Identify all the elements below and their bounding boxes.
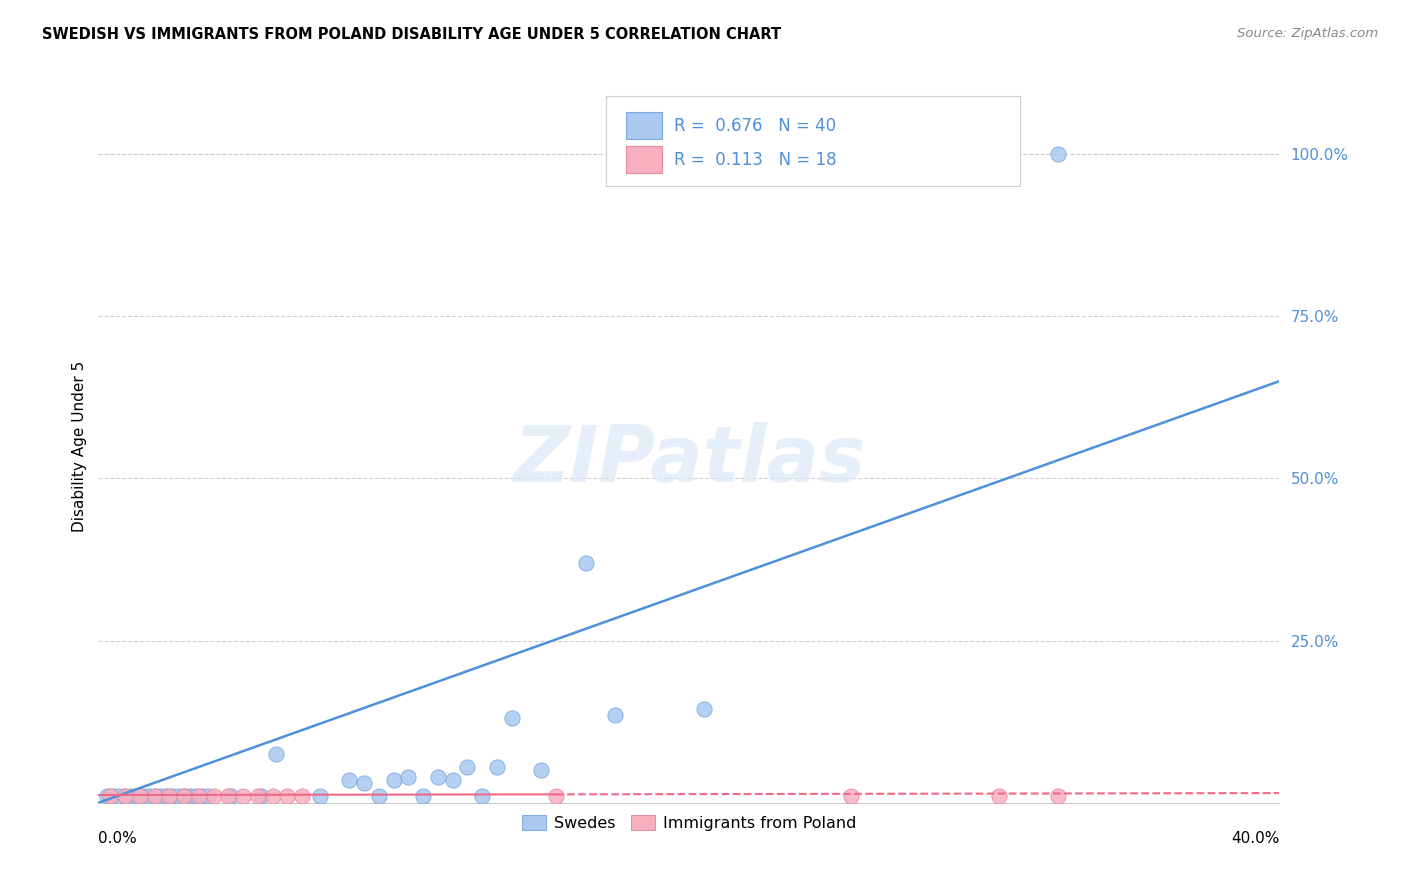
Point [546, 789, 568, 804]
Point [605, 708, 627, 723]
Point [1047, 789, 1070, 804]
Text: Source: ZipAtlas.com: Source: ZipAtlas.com [1237, 27, 1378, 40]
Legend: Swedes, Immigrants from Poland: Swedes, Immigrants from Poland [515, 809, 863, 838]
Point [184, 789, 207, 804]
Point [264, 747, 287, 761]
Point [108, 789, 131, 804]
Point [125, 789, 148, 804]
Point [143, 789, 166, 804]
Point [202, 789, 225, 804]
Point [96, 789, 118, 804]
Point [120, 789, 142, 804]
Point [138, 789, 160, 804]
Text: ZIPatlas: ZIPatlas [513, 422, 865, 499]
Text: SWEDISH VS IMMIGRANTS FROM POLAND DISABILITY AGE UNDER 5 CORRELATION CHART: SWEDISH VS IMMIGRANTS FROM POLAND DISABI… [42, 27, 782, 42]
Point [841, 789, 863, 804]
FancyBboxPatch shape [626, 146, 662, 173]
FancyBboxPatch shape [606, 96, 1019, 186]
Point [471, 789, 494, 804]
FancyBboxPatch shape [626, 112, 662, 139]
Point [988, 789, 1011, 804]
Point [191, 789, 214, 804]
Point [353, 776, 375, 790]
Y-axis label: Disability Age Under 5: Disability Age Under 5 [72, 360, 87, 532]
Point [988, 147, 1011, 161]
Point [412, 789, 434, 804]
Point [693, 702, 716, 716]
Point [457, 760, 479, 774]
Text: R =  0.676   N = 40: R = 0.676 N = 40 [673, 117, 835, 135]
Point [1047, 147, 1070, 161]
Point [530, 764, 553, 778]
Point [246, 789, 269, 804]
Text: 40.0%: 40.0% [1232, 831, 1279, 847]
Point [221, 789, 243, 804]
Point [368, 789, 391, 804]
Text: 0.0%: 0.0% [98, 831, 138, 847]
Point [486, 760, 509, 774]
Point [250, 789, 273, 804]
Point [143, 789, 166, 804]
Point [262, 789, 284, 804]
Point [114, 789, 136, 804]
Point [217, 789, 239, 804]
Point [339, 773, 361, 788]
Point [197, 789, 219, 804]
Point [187, 789, 209, 804]
Point [98, 789, 121, 804]
Point [309, 789, 332, 804]
Point [155, 789, 177, 804]
Point [232, 789, 254, 804]
Point [114, 789, 136, 804]
Point [157, 789, 180, 804]
Point [173, 789, 195, 804]
Point [291, 789, 314, 804]
Point [398, 770, 420, 784]
Point [427, 770, 450, 784]
Point [382, 773, 405, 788]
Point [167, 789, 190, 804]
Point [441, 773, 464, 788]
Point [132, 789, 155, 804]
Point [162, 789, 183, 804]
Point [179, 789, 201, 804]
Point [575, 556, 598, 570]
Point [103, 789, 125, 804]
Point [149, 789, 172, 804]
Text: R =  0.113   N = 18: R = 0.113 N = 18 [673, 151, 837, 169]
Point [501, 711, 523, 725]
Point [128, 789, 150, 804]
Point [276, 789, 298, 804]
Point [173, 789, 195, 804]
